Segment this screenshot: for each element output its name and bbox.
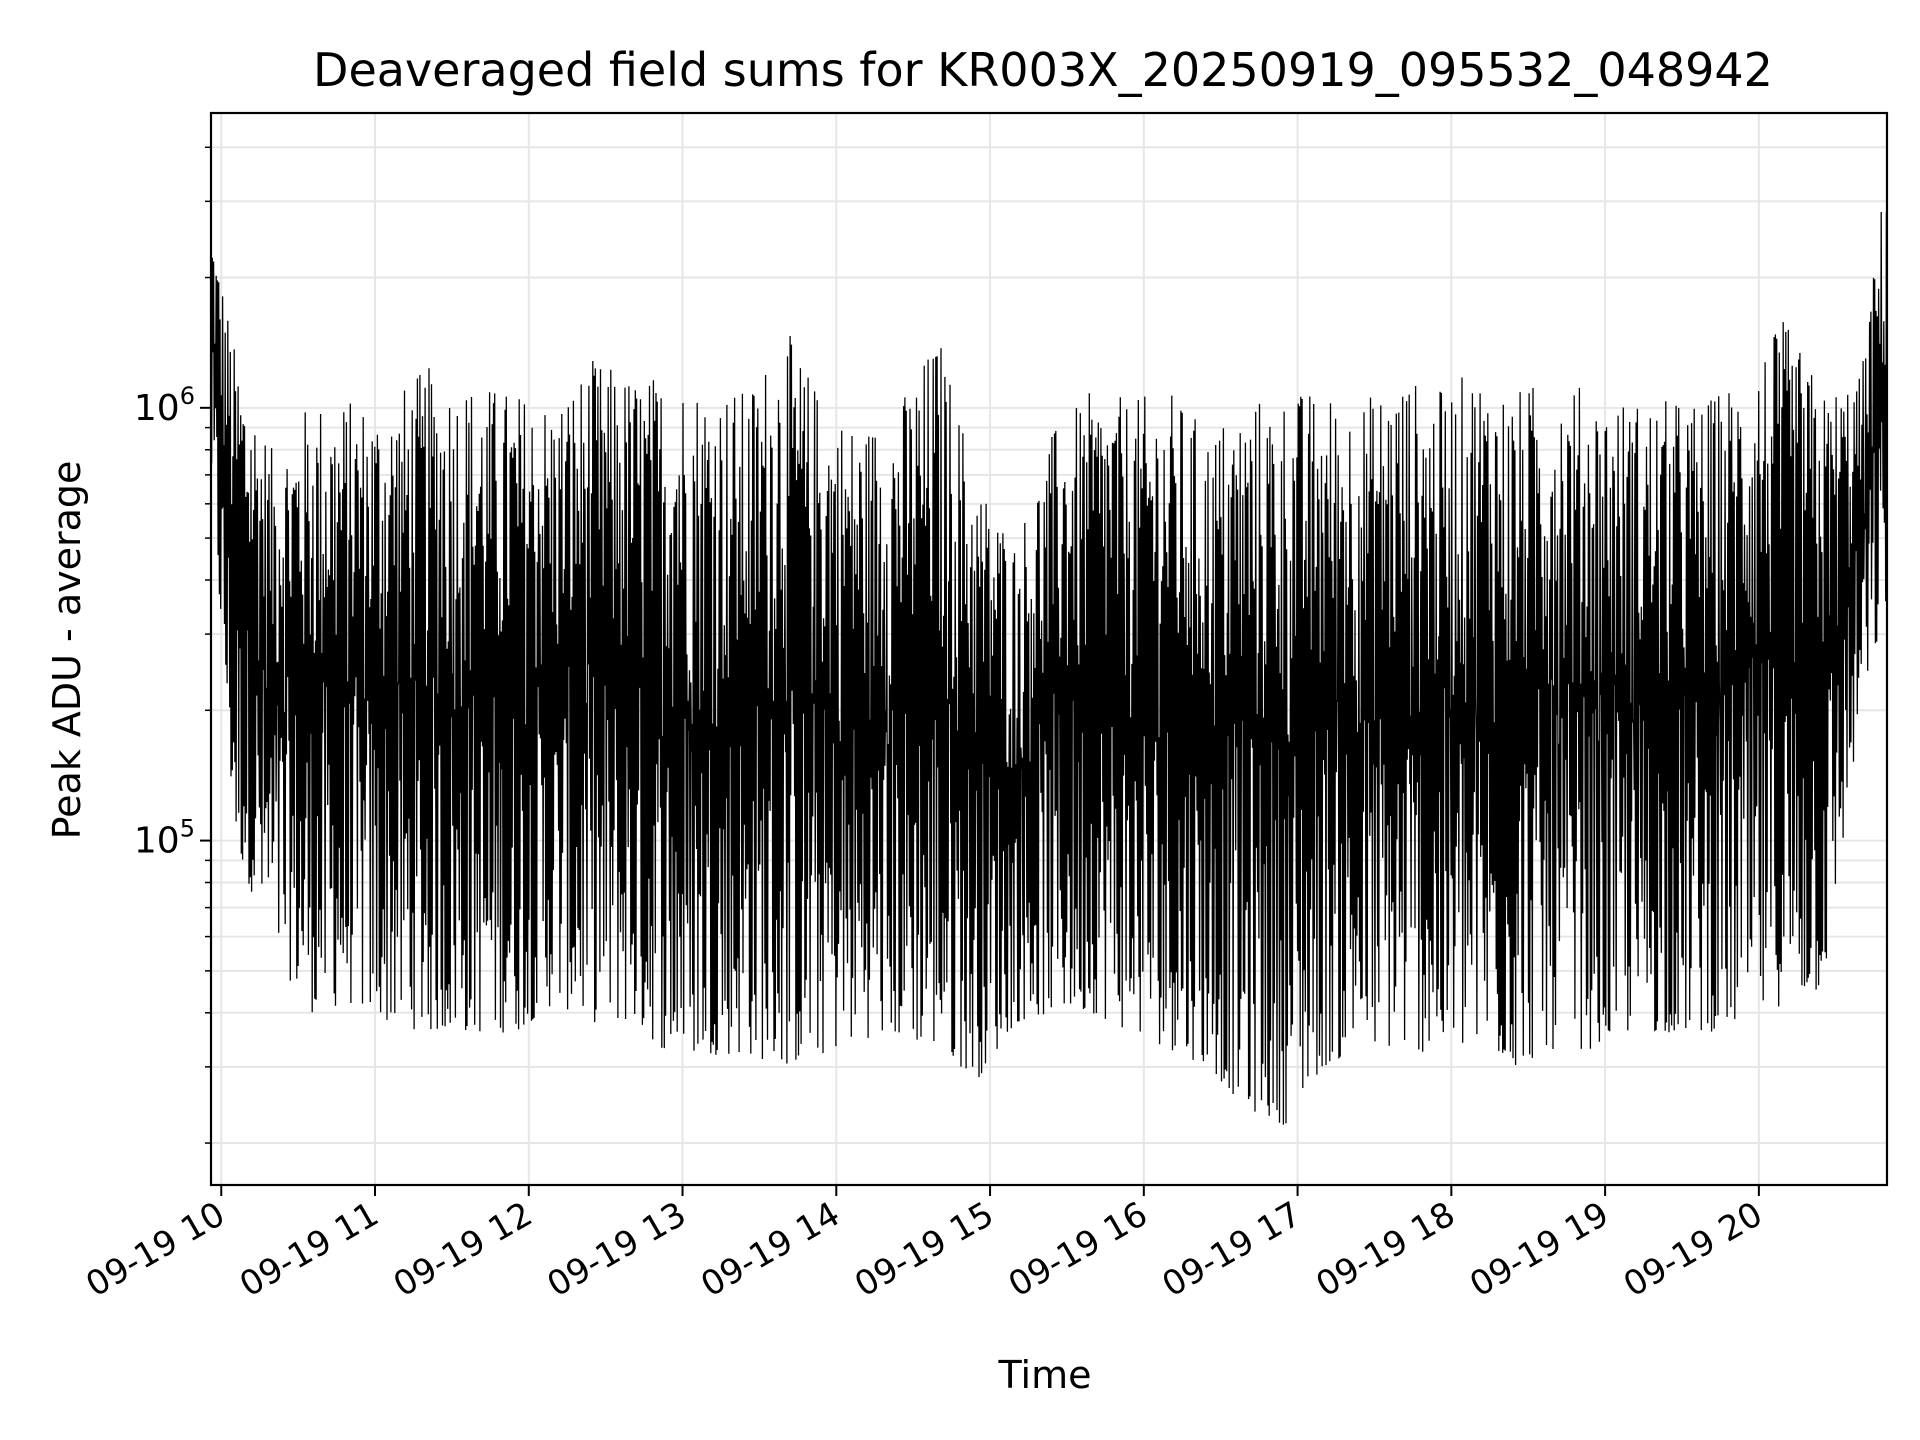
series-line bbox=[210, 211, 1888, 1125]
plot-frame bbox=[209, 111, 1889, 1187]
y-axis-label: Peak ADU - average bbox=[45, 461, 89, 840]
x-axis-label: Time bbox=[998, 1353, 1092, 1397]
chart-title: Deaveraged field sums for KR003X_2025091… bbox=[313, 43, 1773, 97]
y-axis-ticks: 105 106 bbox=[134, 146, 211, 1144]
y-tick-label: 105 bbox=[134, 815, 195, 862]
series-trace bbox=[210, 211, 1888, 1125]
axes bbox=[209, 111, 1889, 1187]
y-tick-label: 106 bbox=[134, 382, 195, 429]
